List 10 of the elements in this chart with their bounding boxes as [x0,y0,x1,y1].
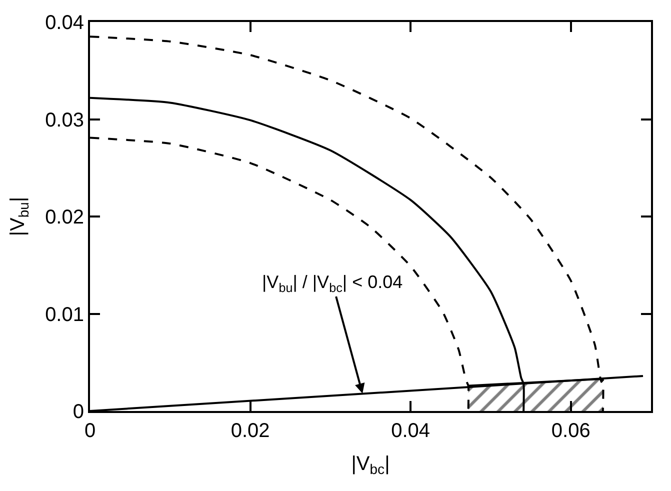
x-axis-title: |V$_{bc}$| [351,453,390,478]
x-tick-label: 0.06 [551,420,590,442]
y-tick-label: 0.01 [45,304,84,326]
annotation: |V$_{bu}$| / |V$_{bc}$| < 0.04 [262,272,403,295]
y-tick-label: 0.02 [45,206,84,228]
y-tick-label: 0.03 [45,109,84,132]
x-tick-label: 0.04 [391,420,430,442]
x-tick-label: 0.02 [230,420,270,442]
y-tick-label: 0.04 [45,12,84,34]
y-tick-label: 0 [72,401,84,423]
